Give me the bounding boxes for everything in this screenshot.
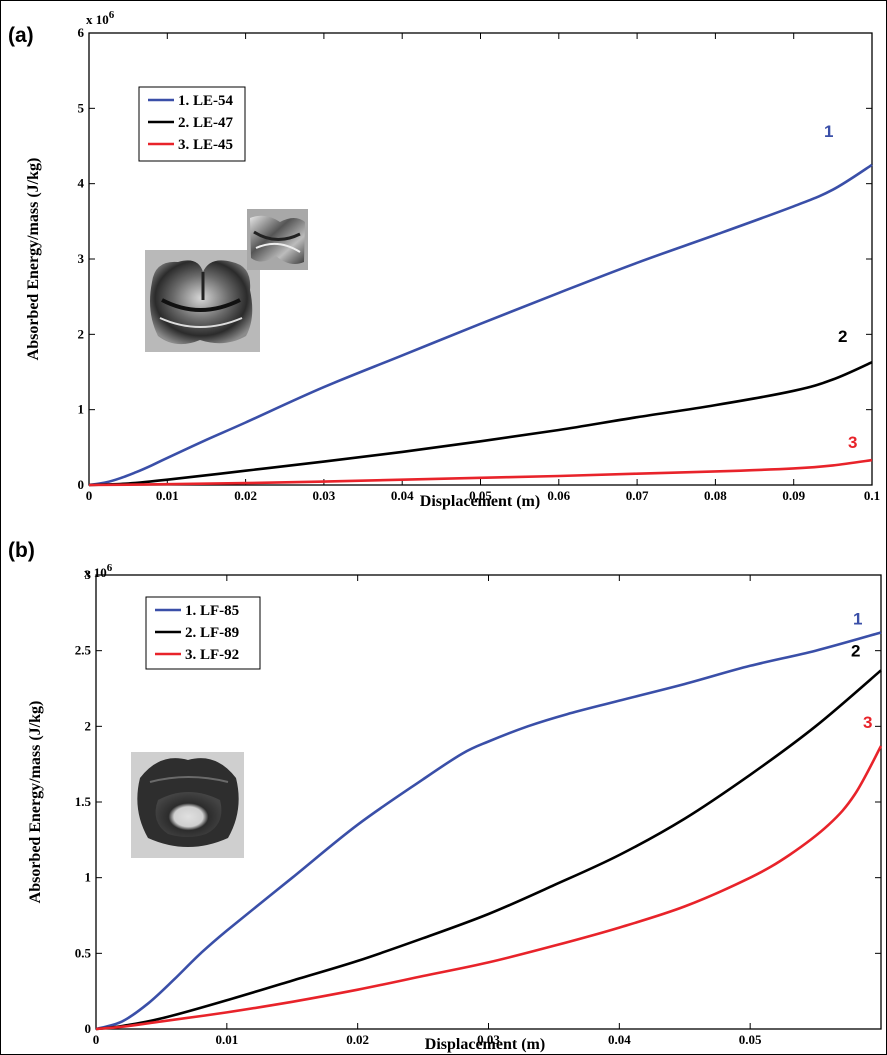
x-axis-title-b: Displacement (m) <box>425 1036 545 1053</box>
series-end-label-2: 2 <box>851 641 860 660</box>
y-tick-label: 2 <box>78 326 85 341</box>
x-tick-label: 0.1 <box>864 488 880 503</box>
series-end-label-1: 1 <box>824 122 833 141</box>
y-tick-label: 6 <box>78 25 85 40</box>
x-tick-label: 0.04 <box>608 1032 631 1047</box>
series-end-label-1: 1 <box>853 610 862 629</box>
series-line-2 <box>95 669 882 1031</box>
panel-b: (b) x 106 0 0.01 0.02 0.03 0.04 0.05 0 0.5 1 1.5 2… <box>8 539 883 1053</box>
legend-label-1: 1. LF-85 <box>185 603 239 619</box>
exponent-b: x 106 <box>84 562 113 580</box>
x-tick-label: 0.05 <box>739 1032 762 1047</box>
legend-label-1: 1. LE-54 <box>178 93 234 109</box>
panel-label-a: (a) <box>8 24 34 47</box>
series-line-3 <box>95 745 883 1031</box>
specimen-photo-a-large <box>145 250 260 352</box>
curves-a: 1 2 3 <box>88 122 873 487</box>
ticks-a: 0 0.01 0.02 0.03 0.04 0.05 0.06 0.07 0.08 0.09 0.1… <box>78 25 881 503</box>
x-tick-label: 0.04 <box>391 488 414 503</box>
series-end-label-3: 3 <box>863 713 872 732</box>
curves-b: 1 2 3 <box>95 610 883 1031</box>
y-tick-label: 5 <box>78 100 85 115</box>
legend-b: 1. LF-85 2. LF-89 3. LF-92 <box>145 596 261 670</box>
series-end-label-2: 2 <box>838 327 847 346</box>
specimen-photo-a-small <box>247 209 308 270</box>
legend-a: 1. LE-54 2. LE-47 3. LE-45 <box>138 86 246 162</box>
legend-label-3: 3. LF-92 <box>185 647 239 663</box>
legend-label-3: 3. LE-45 <box>178 137 233 153</box>
x-axis-title-a: Displacement (m) <box>420 493 540 510</box>
y-tick-label: 1.5 <box>75 794 92 809</box>
panel-a: (a) x 106 0 0.01 0.02 0.03 0.04 0.05 0.06 0.07 0… <box>8 9 880 510</box>
y-tick-label: 0 <box>78 477 85 492</box>
x-tick-label: 0.09 <box>782 488 805 503</box>
series-line-1 <box>95 631 882 1031</box>
x-tick-label: 0.01 <box>156 488 179 503</box>
series-line-2 <box>88 361 873 487</box>
ticks-b: 0 0.01 0.02 0.03 0.04 0.05 0 0.5 1 1.5 2 2.5 3 <box>75 567 881 1047</box>
exponent-a: x 106 <box>86 9 115 27</box>
y-axis-title-b: Absorbed Energy/mass (J/kg) <box>27 701 44 904</box>
y-tick-label: 2 <box>85 718 92 733</box>
x-tick-label: 0.03 <box>477 1032 500 1047</box>
series-line-1 <box>88 163 873 487</box>
y-tick-label: 0.5 <box>75 945 92 960</box>
x-tick-label: 0.05 <box>469 488 492 503</box>
y-tick-label: 1 <box>78 402 85 417</box>
x-tick-label: 0.02 <box>234 488 257 503</box>
y-tick-label: 4 <box>78 176 85 191</box>
y-tick-label: 0 <box>85 1021 92 1036</box>
series-line-3 <box>88 458 873 487</box>
legend-label-2: 2. LF-89 <box>185 625 239 641</box>
x-tick-label: 0 <box>86 488 93 503</box>
y-tick-label: 2.5 <box>75 643 92 658</box>
legend-label-2: 2. LE-47 <box>178 115 234 131</box>
x-tick-label: 0.06 <box>547 488 570 503</box>
y-axis-title-a: Absorbed Energy/mass (J/kg) <box>25 158 42 361</box>
panel-label-b: (b) <box>8 539 35 562</box>
x-tick-label: 0.08 <box>704 488 727 503</box>
y-tick-label: 3 <box>85 567 92 582</box>
specimen-photo-b <box>131 752 244 858</box>
y-tick-label: 1 <box>85 870 92 885</box>
x-tick-label: 0.01 <box>215 1032 238 1047</box>
x-tick-label: 0.02 <box>346 1032 369 1047</box>
x-tick-label: 0.03 <box>313 488 336 503</box>
series-end-label-3: 3 <box>848 433 857 452</box>
x-tick-label: 0.07 <box>626 488 649 503</box>
x-tick-label: 0 <box>93 1032 100 1047</box>
y-tick-label: 3 <box>78 251 85 266</box>
